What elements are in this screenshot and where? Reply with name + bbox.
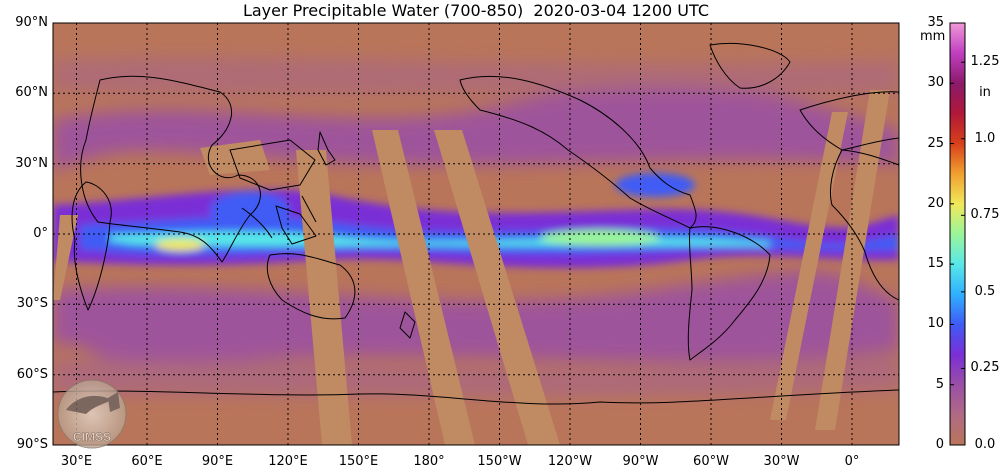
lon-label: 150°E bbox=[338, 454, 379, 469]
colorbar bbox=[949, 22, 966, 446]
lon-label: 90°W bbox=[622, 454, 659, 469]
colorbar-mm-ticks bbox=[950, 22, 954, 446]
colorbar-mm-label: 10 bbox=[927, 316, 944, 332]
colorbar-in-ticks bbox=[961, 61, 965, 446]
colorbar-in-label: 0.75 bbox=[970, 207, 1000, 223]
colorbar-in-label: 1.25 bbox=[970, 54, 1000, 70]
graticule bbox=[53, 23, 899, 445]
lon-label: 180° bbox=[413, 454, 445, 469]
colorbar-in-label: 0.0 bbox=[974, 437, 996, 452]
lon-label: 90°E bbox=[201, 454, 234, 469]
lat-label: 60°N bbox=[15, 85, 48, 101]
coastlines bbox=[53, 43, 899, 405]
lon-label: 120°E bbox=[268, 454, 308, 469]
lat-label: 90°S bbox=[16, 437, 48, 452]
colorbar-unit-mm: mm bbox=[920, 29, 946, 44]
dry-purple-bands bbox=[53, 57, 899, 397]
colorbar-mm-label: 20 bbox=[927, 195, 944, 211]
lat-label: 30°S bbox=[16, 296, 48, 312]
lat-label: 0° bbox=[33, 226, 48, 241]
colorbar-mm-label: 5 bbox=[935, 376, 944, 392]
colorbar-in-label: 1.0 bbox=[974, 130, 996, 146]
map-frame bbox=[52, 22, 900, 446]
cimss-logo: CIMSS bbox=[57, 379, 127, 449]
colorbar-mm-label: 25 bbox=[927, 135, 944, 151]
colorbar-in-label: 0.25 bbox=[970, 360, 1000, 376]
colorbar-unit-in: in bbox=[979, 85, 991, 100]
cimss-logo-text: CIMSS bbox=[73, 430, 111, 444]
lon-label: 0° bbox=[844, 454, 860, 469]
lat-label: 30°N bbox=[15, 155, 48, 171]
lon-label: 30°E bbox=[60, 454, 93, 469]
map-field bbox=[53, 23, 899, 445]
lon-label: 150°W bbox=[477, 454, 522, 469]
colorbar-mm-label: 15 bbox=[927, 256, 944, 272]
lon-label: 30°W bbox=[763, 454, 800, 469]
lat-label: 90°N bbox=[15, 15, 48, 30]
colorbar-mm-label: 0 bbox=[935, 437, 944, 452]
colorbar-in-label: 0.5 bbox=[974, 283, 996, 299]
lon-label: 120°W bbox=[547, 454, 593, 469]
colorbar-mm-label: 30 bbox=[927, 75, 944, 91]
lon-label: 60°E bbox=[131, 454, 163, 469]
lat-label: 60°S bbox=[16, 366, 48, 382]
map-title: Layer Precipitable Water (700-850) 2020-… bbox=[242, 1, 710, 20]
colorbar-mm-label: 35 bbox=[927, 15, 944, 30]
lon-label: 60°W bbox=[693, 454, 729, 469]
